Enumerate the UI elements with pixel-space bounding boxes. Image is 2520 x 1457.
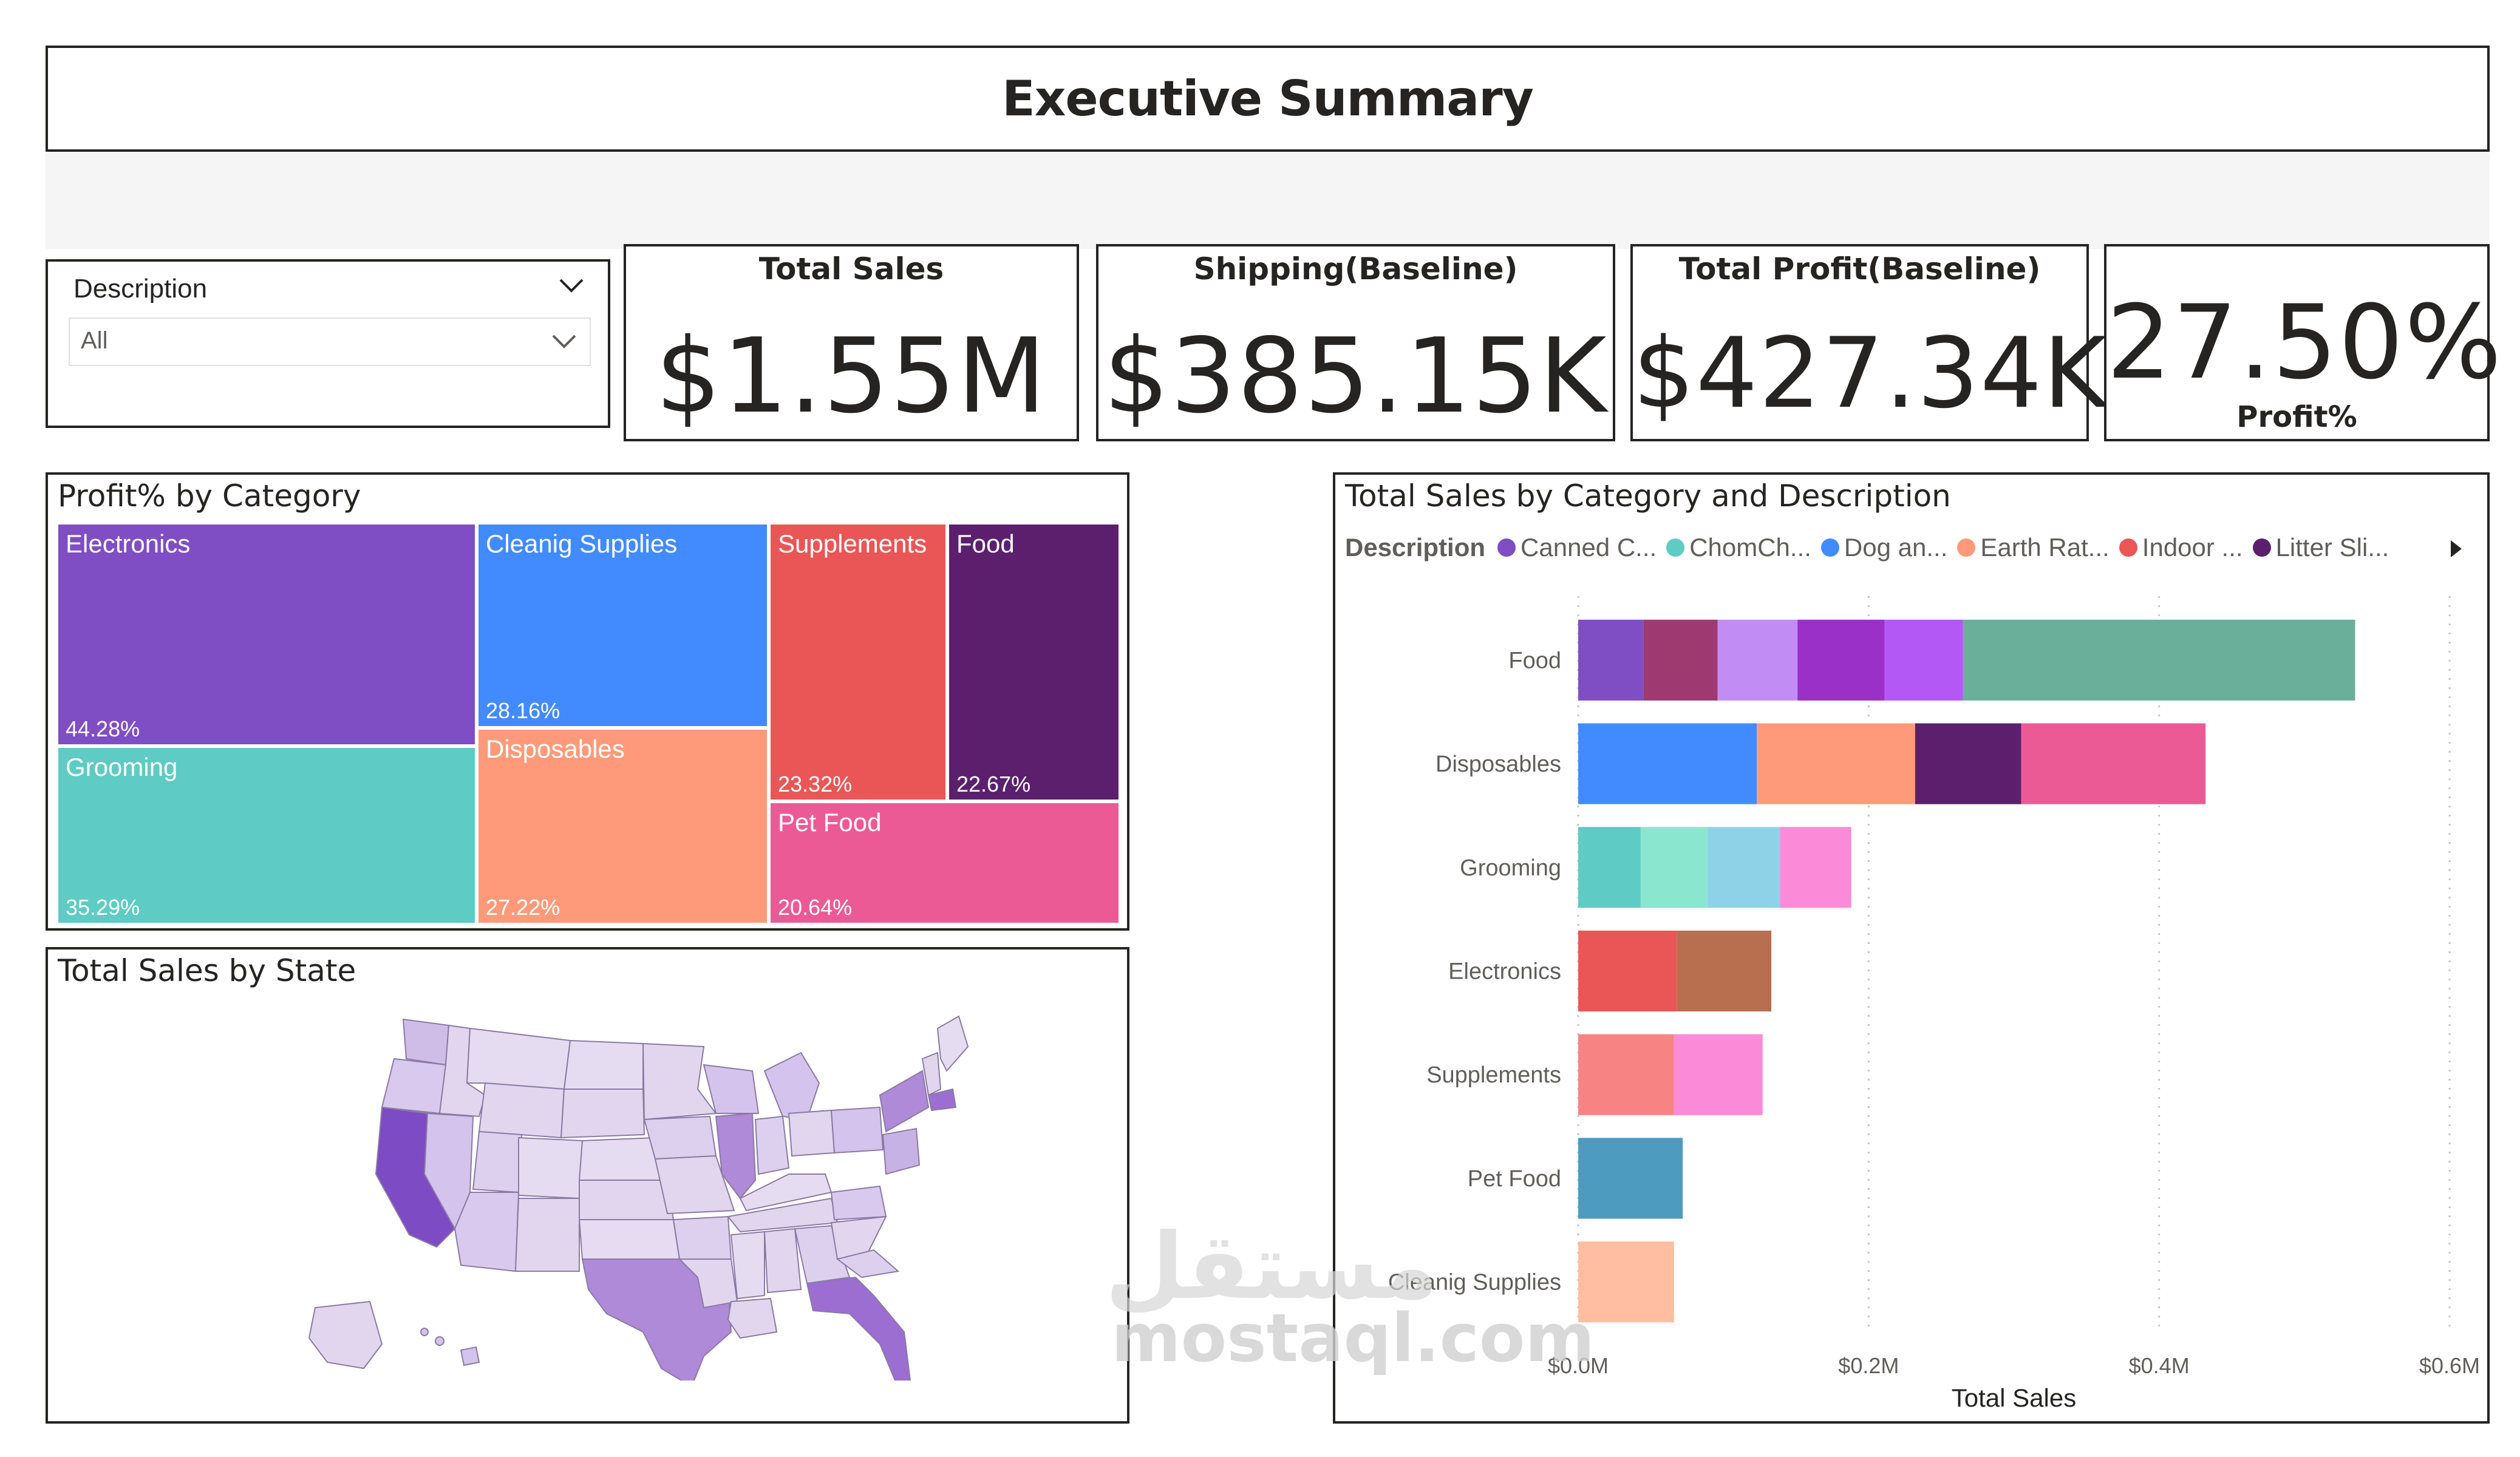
bar-segment[interactable] xyxy=(1717,619,1798,701)
treemap-cell-label: Supplements xyxy=(778,529,927,558)
treemap-title: Profit% by Category xyxy=(58,478,361,514)
bar-segment[interactable] xyxy=(1915,723,2021,804)
total-profit-card: Total Profit(Baseline) $427.34K xyxy=(1630,244,2108,441)
y-category-label: Pet Food xyxy=(1468,1166,1561,1192)
card-value: $427.34K xyxy=(1633,316,2108,430)
report-title-box: Executive Summary xyxy=(46,46,2490,152)
bar-segment[interactable] xyxy=(1884,619,1963,701)
total-sales-card: Total Sales $1.55M xyxy=(624,244,1079,441)
card-value: $1.55M xyxy=(655,316,1047,436)
bar-segment[interactable] xyxy=(1578,1138,1683,1219)
y-category-label: Food xyxy=(1508,648,1561,673)
treemap-cell-disposables[interactable]: Disposables 27.22% xyxy=(477,728,769,925)
treemap-cell-label: Electronics xyxy=(66,529,191,558)
x-axis-label: Total Sales xyxy=(1952,1384,2076,1412)
treemap-cell-value: 28.16% xyxy=(486,698,560,723)
card-value: $385.15K xyxy=(1103,316,1608,436)
header-band xyxy=(46,152,2490,249)
treemap-cell-value: 44.28% xyxy=(66,716,140,741)
bar-segment[interactable] xyxy=(1578,1241,1674,1323)
map-title: Total Sales by State xyxy=(58,953,356,988)
card-title: Profit% xyxy=(2236,400,2357,434)
chevron-down-icon[interactable] xyxy=(558,276,585,294)
x-tick-label: $0.2M xyxy=(1838,1353,1899,1378)
legend-item[interactable]: ChomCh... xyxy=(1666,533,1811,562)
bar-segment[interactable] xyxy=(1578,827,1641,908)
card-title: Total Sales xyxy=(758,251,944,287)
map-panel: Total Sales by State xyxy=(46,947,1129,1424)
description-slicer[interactable]: Description All xyxy=(46,259,610,428)
legend-item[interactable]: Litter Sli... xyxy=(2252,533,2389,562)
shipping-card: Shipping(Baseline) $385.15K xyxy=(1096,244,1615,441)
bar-segment[interactable] xyxy=(1797,619,1885,701)
bar-segment[interactable] xyxy=(1578,619,1644,701)
bar-segment[interactable] xyxy=(1780,827,1851,908)
treemap-cell-cleaning-supplies[interactable]: Cleanig Supplies 28.16% xyxy=(477,523,769,728)
bar-segment[interactable] xyxy=(1707,827,1780,908)
bar-chart-title: Total Sales by Category and Description xyxy=(1345,478,1951,514)
watermark-arabic: مستقل xyxy=(1105,1214,1439,1320)
legend-item[interactable]: Indoor ... xyxy=(2119,533,2243,562)
legend-item[interactable]: Earth Rat... xyxy=(1957,533,2110,562)
treemap: Electronics 44.28% Grooming 35.29% Clean… xyxy=(56,523,1120,925)
treemap-cell-grooming[interactable]: Grooming 35.29% xyxy=(56,746,477,925)
y-category-label: Grooming xyxy=(1460,855,1561,881)
bar-segment[interactable] xyxy=(1963,619,2355,701)
bar-segment[interactable] xyxy=(1677,930,1772,1012)
stacked-bar-chart: $0.0M $0.2M $0.4M $0.6M Total Sales Food Dispo… xyxy=(1388,596,2480,1412)
treemap-cell-label: Pet Food xyxy=(778,808,882,837)
card-value: 27.50% xyxy=(2106,283,2503,402)
chevron-down-icon[interactable] xyxy=(551,332,577,350)
chart-legend: Description Canned C... ChomCh... Dog an… xyxy=(1345,533,2399,562)
legend-next-icon[interactable] xyxy=(2450,539,2463,559)
bar-segment[interactable] xyxy=(1578,930,1677,1012)
bar-segment[interactable] xyxy=(1640,827,1708,908)
x-tick-label: $0.6M xyxy=(2419,1353,2480,1378)
treemap-cell-label: Grooming xyxy=(66,753,178,781)
treemap-panel: Profit% by Category Electronics 44.28% G… xyxy=(46,472,1129,931)
card-title: Total Profit(Baseline) xyxy=(1678,251,2041,287)
treemap-cell-pet-food[interactable]: Pet Food 20.64% xyxy=(769,801,1120,925)
legend-item[interactable]: Dog an... xyxy=(1820,533,1947,562)
treemap-cell-food[interactable]: Food 22.67% xyxy=(947,523,1120,801)
report-title: Executive Summary xyxy=(1002,70,1534,127)
y-category-label: Electronics xyxy=(1448,959,1561,985)
treemap-cell-value: 35.29% xyxy=(66,895,140,920)
treemap-cell-value: 20.64% xyxy=(778,895,853,920)
y-category-label: Supplements xyxy=(1426,1062,1561,1088)
treemap-cell-electronics[interactable]: Electronics 44.28% xyxy=(56,523,477,746)
treemap-cell-label: Cleanig Supplies xyxy=(486,529,678,558)
slicer-selected-value: All xyxy=(81,327,108,354)
slicer-dropdown[interactable]: All xyxy=(69,318,591,366)
bar-segment[interactable] xyxy=(1578,1034,1674,1115)
treemap-cell-label: Disposables xyxy=(486,735,625,763)
bar-segment[interactable] xyxy=(1757,723,1915,804)
treemap-cell-supplements[interactable]: Supplements 23.32% xyxy=(769,523,947,801)
y-category-label: Disposables xyxy=(1435,752,1561,777)
x-tick-label: $0.4M xyxy=(2129,1353,2190,1378)
treemap-cell-value: 22.67% xyxy=(956,772,1031,796)
us-state-map[interactable] xyxy=(303,992,971,1381)
legend-item[interactable]: Canned C... xyxy=(1497,533,1657,562)
y-category-label: Cleanig Supplies xyxy=(1388,1270,1561,1296)
card-title: Shipping(Baseline) xyxy=(1193,251,1518,287)
bar-segment[interactable] xyxy=(1578,723,1757,804)
treemap-cell-label: Food xyxy=(956,529,1015,558)
profit-percent-card: 27.50% Profit% xyxy=(2104,244,2503,441)
bar-segment[interactable] xyxy=(1674,1034,1763,1115)
x-tick-label: $0.0M xyxy=(1548,1353,1609,1378)
treemap-cell-value: 23.32% xyxy=(778,772,853,796)
bar-segment[interactable] xyxy=(2021,723,2206,804)
watermark-latin: mostaql.com xyxy=(1111,1299,1595,1377)
bar-segment[interactable] xyxy=(1643,619,1718,701)
bar-chart-panel: Total Sales by Category and Description … xyxy=(1333,472,2490,1424)
slicer-label: Description xyxy=(73,274,208,304)
treemap-cell-value: 27.22% xyxy=(486,895,560,920)
legend-title: Description xyxy=(1345,533,1486,562)
